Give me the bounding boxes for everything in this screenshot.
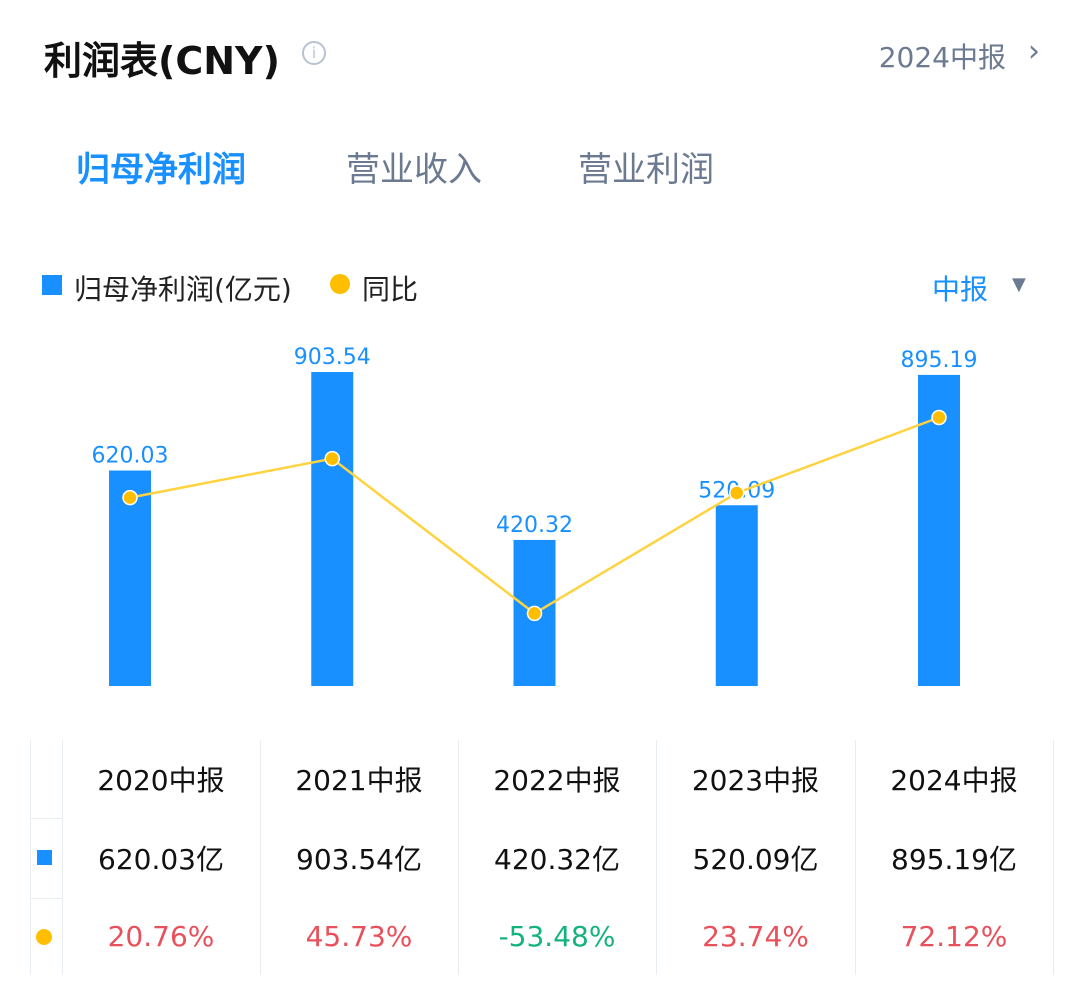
table-cell-values: 903.54亿 xyxy=(296,843,422,876)
bar xyxy=(918,374,960,686)
tab-revenue[interactable]: 营业收入 xyxy=(346,150,482,190)
table-cell-values: 620.03亿 xyxy=(98,843,224,876)
table-cell-yoy: -53.48% xyxy=(498,920,616,953)
table-divider xyxy=(260,740,261,975)
bar-value-label: 620.03 xyxy=(92,444,169,469)
legend-bar-swatch xyxy=(42,275,62,295)
table-cell-yoy: 72.12% xyxy=(900,920,1008,953)
table-cell-headers: 2020中报 xyxy=(97,764,225,797)
table-cell-headers: 2024中报 xyxy=(890,764,1018,797)
table-cell-values: 520.09亿 xyxy=(692,843,819,876)
table-cell-headers: 2022中报 xyxy=(493,764,621,797)
bar-value-label: 420.32 xyxy=(496,513,573,538)
legend-bar-label[interactable]: 归母净利润(亿元) xyxy=(74,273,292,306)
yoy-point xyxy=(324,450,340,467)
bar xyxy=(311,372,354,686)
tab-operating-profit[interactable]: 营业利润 xyxy=(578,150,714,190)
table-cell-values: 895.19亿 xyxy=(891,843,1017,876)
legend-line-label[interactable]: 同比 xyxy=(362,273,419,306)
legend-line-swatch xyxy=(330,274,350,294)
table-cell-yoy: 20.76% xyxy=(107,920,215,953)
table-cell-headers: 2023中报 xyxy=(691,764,820,797)
table-divider xyxy=(1053,740,1054,975)
period-selector[interactable]: 2024中报 xyxy=(878,41,1006,74)
yoy-point xyxy=(729,485,745,501)
table-cell-values: 420.32亿 xyxy=(494,843,620,876)
table-divider xyxy=(458,740,459,975)
table-divider xyxy=(30,818,62,819)
table-cell-yoy: 23.74% xyxy=(702,920,809,953)
yoy-point xyxy=(526,605,543,622)
table-divider xyxy=(30,898,62,899)
table-cell-yoy: 45.73% xyxy=(305,920,413,953)
row-line-swatch xyxy=(36,929,52,945)
table-divider xyxy=(30,740,31,975)
bar-value-label: 895.19 xyxy=(901,348,978,373)
info-icon[interactable]: i xyxy=(302,41,326,65)
page-title: 利润表(CNY) xyxy=(44,39,280,83)
bar xyxy=(109,470,151,686)
bar xyxy=(715,505,758,686)
yoy-point xyxy=(931,409,947,426)
table-cell-headers: 2021中报 xyxy=(295,764,423,797)
table-divider xyxy=(62,740,63,975)
table-divider xyxy=(855,740,856,975)
row-bar-swatch xyxy=(37,850,52,865)
caret-down-icon[interactable]: ▼ xyxy=(1012,274,1026,295)
bar-value-label: 903.54 xyxy=(294,345,371,370)
chevron-right-icon[interactable]: › xyxy=(1028,34,1040,69)
report-type-select[interactable]: 中报 xyxy=(932,273,989,306)
table-divider xyxy=(656,740,657,975)
yoy-point xyxy=(122,489,138,506)
tab-net-profit[interactable]: 归母净利润 xyxy=(76,150,246,190)
